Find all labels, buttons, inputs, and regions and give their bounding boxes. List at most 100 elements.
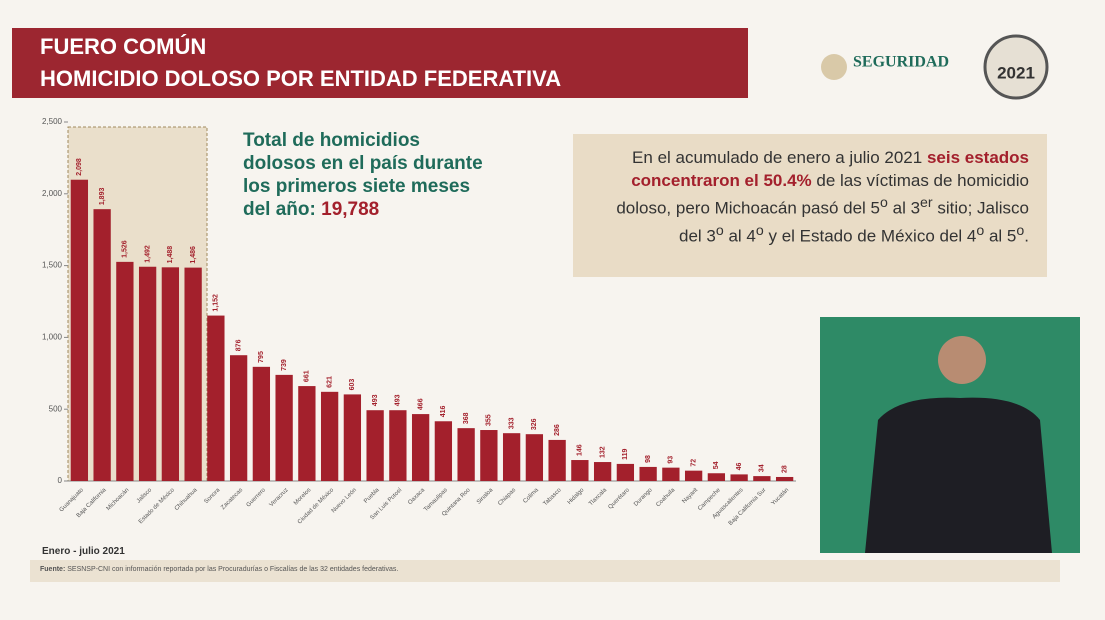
x-tick-label: Nayarit (681, 487, 699, 505)
value-label: 333 (508, 417, 515, 429)
title: HOMICIDIO DOLOSO POR ENTIDAD FEDERATIVA (40, 66, 561, 91)
y-tick-label: 2,000 (42, 189, 63, 198)
total-line: los primeros siete meses (243, 176, 471, 197)
bar (434, 421, 453, 481)
x-tick-label: Tabasco (543, 487, 564, 508)
value-label: 1,152 (213, 294, 220, 312)
bar (480, 430, 498, 481)
x-tick-label: Puebla (363, 487, 381, 505)
total-line: dolosos en el país durante (243, 153, 483, 174)
value-label: 621 (326, 376, 333, 388)
value-label: 876 (235, 339, 242, 351)
bar (116, 261, 134, 481)
value-label: 795 (258, 351, 265, 363)
bar (775, 476, 794, 481)
callout-sup: er (920, 195, 933, 211)
bar (366, 410, 384, 481)
callout-text: sitio; Jalisco del 3 (678, 198, 1029, 246)
callout: En el acumulado de enero a julio 2021 se… (573, 134, 1047, 277)
x-tick-label: Morelos (293, 487, 312, 506)
y-tick-label: 1,500 (42, 261, 63, 270)
bar (525, 434, 544, 481)
bar (457, 428, 475, 481)
callout-text: En el acumulado de enero a julio 2021 (632, 148, 927, 167)
bar (275, 374, 293, 481)
value-label: 603 (349, 379, 356, 391)
x-tick-label: Michoacán (106, 487, 131, 512)
title: FUERO COMÚN (40, 34, 206, 59)
y-tick-label: 1,000 (42, 333, 63, 342)
callout-text: de las víctimas de homicidio doloso, per… (616, 171, 1029, 218)
bar (389, 410, 407, 481)
x-tick-label: Guerrero (246, 487, 268, 509)
x-tick-label: Zacatecas (220, 487, 244, 511)
value-label: 146 (577, 444, 584, 456)
value-label: 326 (531, 418, 538, 430)
y-tick-label: 500 (49, 404, 63, 413)
y-tick-label: 0 (58, 476, 63, 485)
value-label: 72 (690, 459, 697, 467)
x-tick-label: Sonora (203, 487, 221, 505)
value-label: 34 (759, 464, 766, 472)
bar (662, 467, 680, 481)
callout-highlight: seis estados concentraron el 50.4% (631, 148, 1029, 190)
callout-sup: o (1016, 222, 1025, 239)
x-tick-label: Colima (522, 487, 540, 505)
source: Fuente: SESNSP-CNI con información repor… (40, 566, 1040, 573)
bar (298, 386, 316, 481)
period: Enero - julio 2021 (42, 546, 125, 557)
bar (70, 179, 89, 481)
source-label: Fuente: (40, 566, 66, 573)
bar (184, 267, 202, 481)
bar (411, 414, 430, 481)
footer-bar (30, 560, 1060, 582)
total-line: del año: (243, 199, 322, 220)
callout-text: al 4 (723, 226, 756, 246)
bar (207, 315, 225, 481)
highlight-box (67, 126, 208, 482)
bar (753, 476, 771, 481)
value-label: 2,098 (76, 158, 83, 176)
emblem (983, 34, 1049, 100)
logo-icon (821, 54, 847, 80)
value-label: 286 (554, 424, 561, 436)
callout-text: al 5 (984, 226, 1017, 246)
source-text: SESNSP-CNI con información reportada por… (65, 566, 399, 573)
value-label: 368 (463, 412, 470, 424)
bar (229, 355, 248, 481)
value-label: 493 (395, 394, 402, 406)
x-tick-label: Tlaxcala (588, 487, 609, 508)
x-tick-label: Veracruz (269, 487, 290, 508)
value-label: 1,893 (99, 188, 106, 206)
value-label: 416 (440, 405, 447, 417)
bar (343, 394, 362, 481)
value-label: 28 (781, 465, 788, 473)
total-text: Total de homicidios dolosos en el país d… (243, 129, 483, 221)
total-line: Total de homicidios (243, 130, 420, 151)
bar (93, 209, 111, 481)
value-label: 493 (372, 394, 379, 406)
value-label: 46 (736, 463, 743, 471)
x-tick-label: Coahuila (655, 487, 676, 508)
x-tick-label: Oaxaca (407, 487, 426, 506)
callout-sup: o (755, 222, 764, 239)
value-label: 54 (713, 461, 720, 469)
value-label: 93 (668, 456, 675, 464)
bar (320, 391, 339, 481)
bar (707, 473, 726, 481)
y-tick-label: 2,500 (42, 117, 63, 126)
callout-sup: o (715, 222, 724, 239)
x-tick-label: Yucatán (771, 487, 791, 507)
emblem-text: 2021 (997, 63, 1035, 82)
x-tick-label: Jalisco (136, 487, 154, 505)
bar (571, 460, 589, 481)
value-label: 1,492 (144, 245, 151, 263)
value-label: 1,526 (122, 240, 129, 258)
bar (138, 266, 157, 481)
total-number: 19,788 (321, 199, 380, 220)
presenter (938, 336, 986, 384)
bar (730, 474, 748, 481)
callout-text: al 3 (887, 198, 921, 218)
value-label: 355 (486, 414, 493, 426)
